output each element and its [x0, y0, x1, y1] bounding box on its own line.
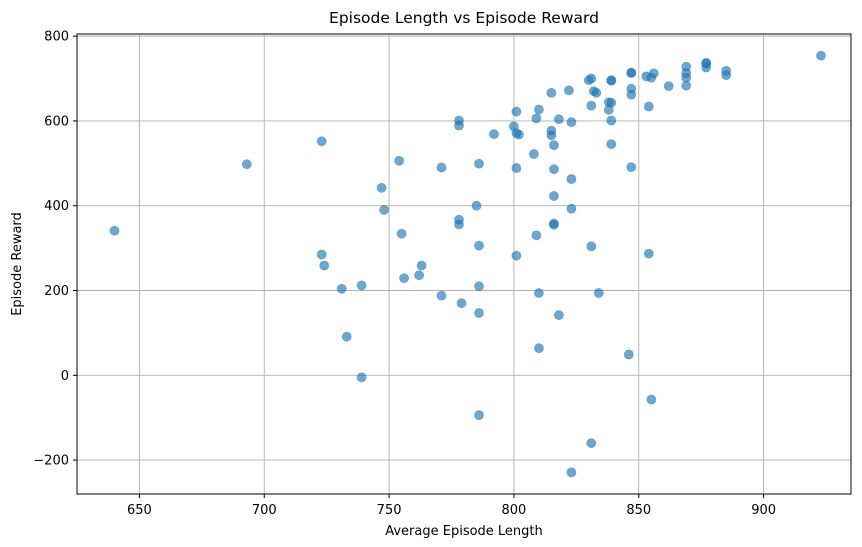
y-tick-label: 800 — [44, 30, 69, 45]
y-tick-label: 600 — [44, 114, 69, 129]
scatter-point — [489, 129, 499, 139]
scatter-point — [356, 280, 367, 291]
scatter-point — [109, 225, 120, 236]
scatter-point — [534, 288, 544, 298]
scatter-point — [606, 115, 617, 126]
scatter-point — [701, 62, 712, 73]
scatter-point — [549, 219, 559, 230]
y-tick-label: 400 — [44, 199, 69, 214]
y-tick-label: 0 — [61, 369, 69, 384]
scatter-point — [566, 203, 577, 214]
scatter-point — [546, 88, 557, 98]
scatter-point — [816, 50, 826, 61]
scatter-point — [456, 298, 467, 309]
scatter-point — [586, 241, 597, 252]
scatter-point — [436, 162, 447, 173]
y-tick-label: 200 — [44, 284, 69, 299]
scatter-point — [534, 343, 544, 354]
y-tick-label: −200 — [33, 454, 69, 469]
scatter-point — [511, 250, 522, 261]
plot-frame — [76, 33, 852, 495]
scatter-point — [591, 88, 602, 98]
axis-ticks: 650 700 750 800 850 900 −200 0 200 400 600 800 — [33, 30, 776, 518]
scatter-point — [511, 163, 522, 173]
scatter-point — [626, 68, 637, 78]
scatter-point — [474, 281, 484, 292]
scatter-point — [474, 158, 484, 169]
scatter-point — [566, 117, 577, 128]
scatter-point — [241, 159, 252, 170]
scatter-point — [606, 139, 617, 150]
scatter-points — [109, 50, 826, 478]
scatter-point — [454, 219, 464, 230]
x-tick-label: 900 — [751, 503, 776, 518]
scatter-point — [474, 308, 484, 318]
scatter-point — [646, 394, 657, 405]
scatter-point — [529, 149, 539, 159]
scatter-point — [376, 182, 387, 193]
scatter-point — [721, 70, 732, 80]
scatter-point — [593, 288, 604, 298]
scatter-point — [316, 136, 327, 147]
scatter-point — [626, 83, 637, 94]
x-tick-label: 800 — [502, 503, 527, 518]
scatter-point — [626, 162, 637, 172]
scatter-point — [606, 97, 617, 108]
scatter-point — [566, 467, 577, 478]
scatter-point — [549, 140, 559, 150]
x-tick-label: 850 — [626, 503, 651, 518]
scatter-point — [663, 81, 674, 91]
x-tick-label: 700 — [252, 503, 277, 518]
scatter-point — [681, 80, 692, 91]
scatter-point — [546, 125, 557, 136]
scatter-point — [416, 260, 427, 271]
scatter-point — [586, 100, 597, 111]
scatter-point — [586, 438, 597, 448]
scatter-point — [474, 240, 484, 251]
scatter-point — [643, 248, 654, 259]
y-axis-label: Episode Reward — [10, 212, 25, 316]
x-tick-label: 750 — [377, 503, 402, 518]
scatter-point — [471, 200, 482, 211]
scatter-point — [549, 164, 559, 175]
scatter-point — [586, 73, 597, 84]
scatter-point — [414, 270, 424, 281]
scatter-point — [336, 283, 347, 294]
scatter-point — [566, 174, 577, 184]
scatter-point — [648, 68, 659, 79]
scatter-point — [511, 106, 522, 117]
scatter-point — [549, 191, 559, 201]
chart-title: Episode Length vs Episode Reward — [329, 9, 599, 27]
grid — [77, 34, 851, 494]
scatter-point — [379, 204, 389, 215]
x-tick-label: 650 — [127, 503, 152, 518]
scatter-point — [341, 331, 352, 342]
scatter-point — [643, 101, 654, 112]
scatter-point — [399, 273, 409, 284]
scatter-point — [319, 260, 330, 271]
scatter-point — [316, 249, 327, 260]
scatter-point — [531, 113, 542, 124]
scatter-point — [514, 129, 524, 140]
scatter-point — [436, 290, 447, 301]
scatter-point — [534, 104, 544, 115]
scatter-point — [554, 310, 564, 320]
x-axis-label: Average Episode Length — [385, 524, 543, 539]
scatter-point — [554, 114, 564, 125]
scatter-point — [474, 410, 484, 420]
scatter-point — [531, 230, 542, 241]
scatter-point — [356, 372, 367, 383]
scatter-point — [396, 228, 407, 239]
scatter-point — [606, 75, 617, 86]
scatter-point — [623, 349, 634, 360]
scatter-point — [454, 120, 464, 131]
scatter-point — [564, 85, 574, 96]
scatter-point — [394, 155, 404, 166]
